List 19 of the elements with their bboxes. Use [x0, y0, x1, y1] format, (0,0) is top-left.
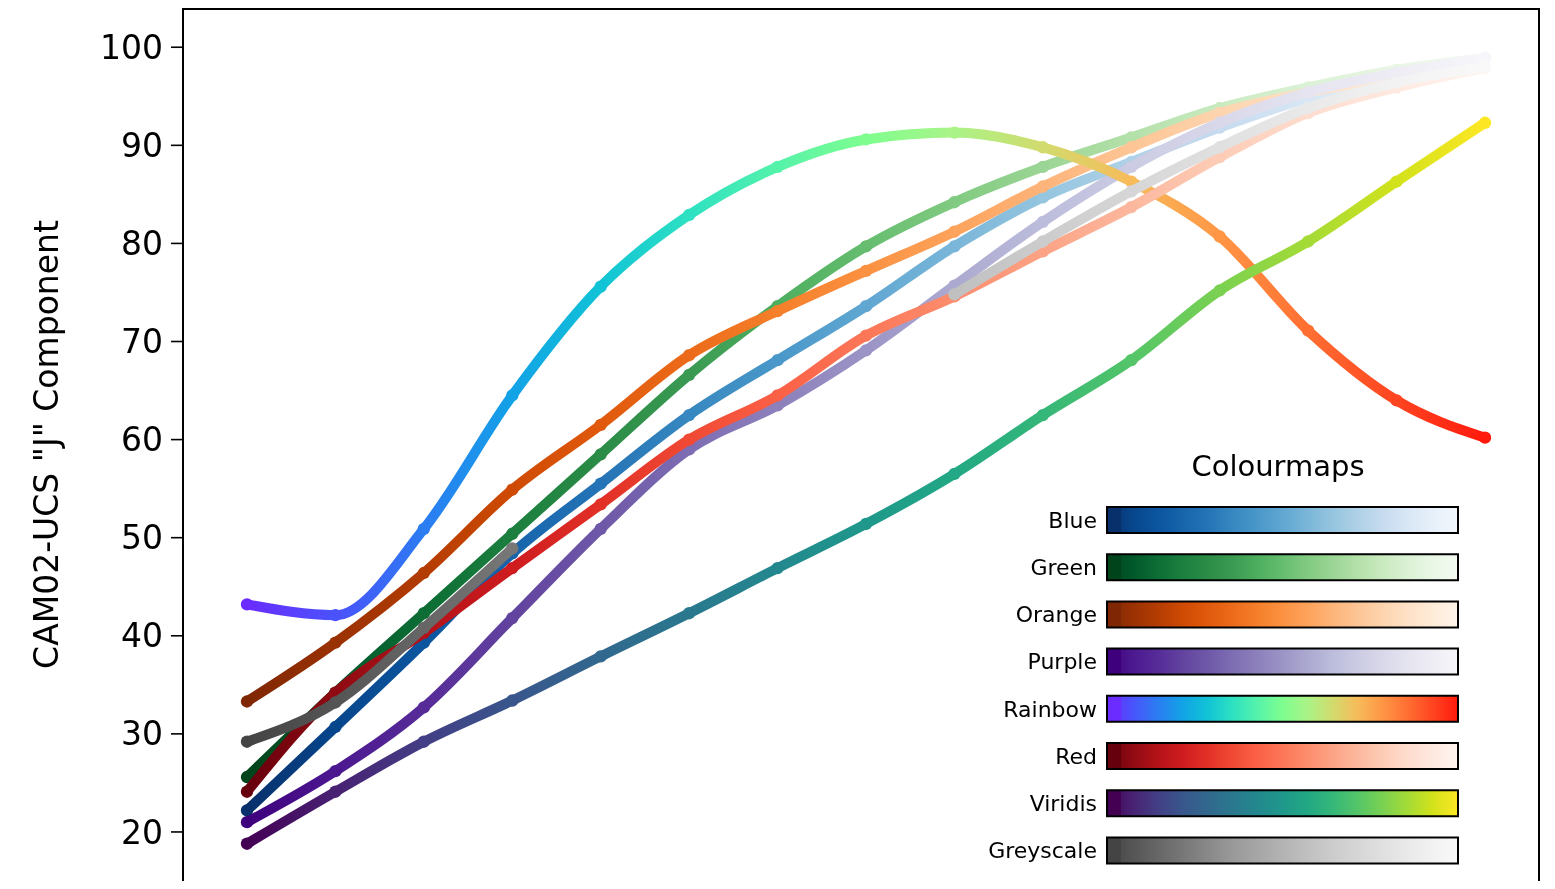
y-axis-title: CAM02-UCS "J" Component	[27, 220, 66, 669]
y-tick-label: 40	[121, 616, 163, 656]
legend-label: Blue	[1048, 507, 1097, 533]
y-tick-label: 50	[121, 518, 163, 558]
legend-label: Viridis	[1029, 790, 1097, 816]
y-tick-label: 80	[121, 223, 163, 263]
legend-title: Colourmaps	[1191, 449, 1365, 483]
legend-label: Green	[1030, 554, 1097, 580]
legend-label: Red	[1055, 743, 1097, 769]
y-tick-label: 60	[121, 420, 163, 460]
legend-label: Orange	[1015, 602, 1097, 628]
legend-label: Greyscale	[988, 838, 1097, 864]
y-tick-label: 90	[121, 125, 163, 165]
legend-label: Purple	[1027, 649, 1097, 675]
y-tick-label: 30	[121, 714, 163, 754]
y-tick-label: 20	[121, 812, 163, 852]
y-tick-label: 70	[121, 322, 163, 362]
y-tick-label: 100	[100, 27, 163, 67]
legend-label: Rainbow	[1003, 696, 1097, 722]
